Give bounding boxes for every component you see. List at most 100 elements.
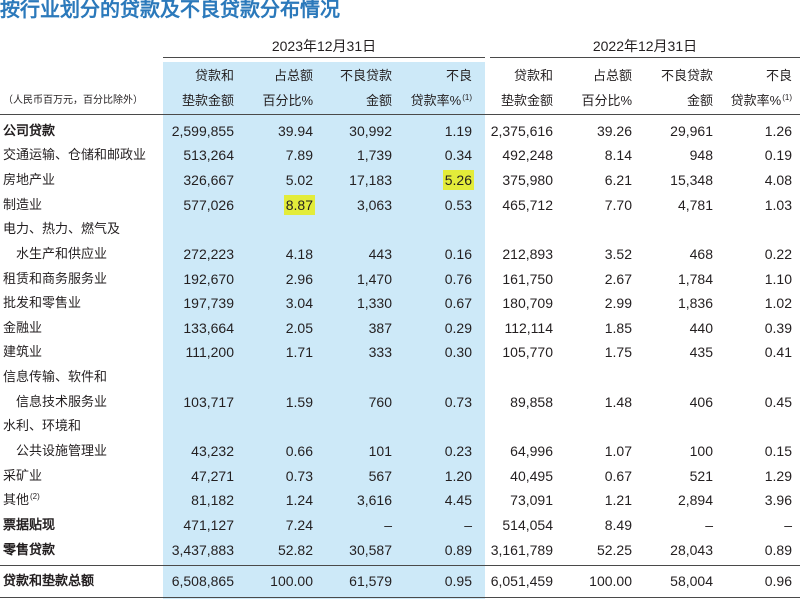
share-pct-2022: 1.07 bbox=[604, 443, 632, 460]
row-label: 租赁和商务服务业 bbox=[3, 270, 108, 286]
page-title: 按行业划分的贷款及不良贷款分布情况 bbox=[0, 0, 340, 21]
row-label: 建筑业 bbox=[3, 344, 43, 360]
loan-amount-2023: 192,670 bbox=[183, 270, 234, 287]
npl-amount-2022: 406 bbox=[689, 393, 713, 410]
total-share-pct-2023: 100.00 bbox=[270, 572, 313, 589]
period-rule-2023 bbox=[163, 57, 485, 58]
loan-amount-2022: 64,996 bbox=[510, 443, 553, 460]
year-2023-column-shading bbox=[163, 62, 485, 599]
npl-ratio-2023: 4.45 bbox=[444, 492, 472, 509]
npl-ratio-2022: 0.89 bbox=[764, 541, 792, 558]
share-pct-2023: 0.66 bbox=[285, 443, 313, 460]
npl-ratio-2022: 0.22 bbox=[764, 245, 792, 262]
npl-ratio-2022: 1.26 bbox=[764, 122, 792, 139]
share-pct-2022: 8.14 bbox=[604, 147, 632, 164]
total-top-rule bbox=[0, 565, 800, 566]
loan-amount-2023: 471,127 bbox=[183, 516, 234, 533]
table-row: 金融业 133,664 2.05 387 0.29 112,114 1.85 4… bbox=[0, 316, 800, 341]
loan-amount-2022: 465,712 bbox=[502, 196, 553, 213]
npl-amount-2022: 29,961 bbox=[670, 122, 713, 139]
table-row: 采矿业 47,271 0.73 567 1.20 40,495 0.67 521… bbox=[0, 464, 800, 489]
col-header-loan-amount-2023-l2: 垫款金额 bbox=[181, 93, 234, 108]
loan-amount-2023: 3,437,883 bbox=[171, 541, 234, 558]
share-pct-2022: 6.21 bbox=[604, 171, 632, 188]
row-label: 公司贷款 bbox=[3, 122, 56, 138]
npl-ratio-2023: 1.19 bbox=[444, 122, 472, 139]
loan-amount-2023: 133,664 bbox=[183, 319, 234, 336]
share-pct-2022: 1.21 bbox=[604, 492, 632, 509]
row-label: 采矿业 bbox=[3, 467, 43, 483]
col-header-npl-amount-2023-l2: 金额 bbox=[365, 93, 392, 108]
total-loan-amount-2023: 6,508,865 bbox=[171, 572, 234, 589]
total-label: 贷款和垫款总额 bbox=[3, 572, 95, 588]
loan-amount-2022: 73,091 bbox=[510, 492, 553, 509]
npl-ratio-2023: 0.30 bbox=[444, 344, 472, 361]
table-row: 公司贷款 2,599,855 39.94 30,992 1.19 2,375,6… bbox=[0, 119, 800, 144]
row-label: 其他(2) bbox=[3, 488, 40, 515]
table-row: 水利、环境和 公共设施管理业 43,232 0.66 101 0.23 64,9… bbox=[0, 414, 800, 463]
npl-amount-2022: 440 bbox=[689, 319, 713, 336]
col-header-share-2023: 占总额 bbox=[273, 68, 313, 83]
npl-ratio-2022: 1.02 bbox=[764, 295, 792, 312]
npl-ratio-2022: 0.45 bbox=[764, 393, 792, 410]
period-rule-2022 bbox=[490, 57, 800, 58]
share-pct-2022: 8.49 bbox=[604, 516, 632, 533]
npl-amount-2023: 760 bbox=[368, 393, 392, 410]
loan-amount-2022: 180,709 bbox=[502, 295, 553, 312]
table-row: 交通运输、仓储和邮政业 513,264 7.89 1,739 0.34 492,… bbox=[0, 143, 800, 168]
row-label-continued: 公共设施管理业 bbox=[16, 443, 108, 459]
table-row: 其他(2) 81,182 1.24 3,616 4.45 73,091 1.21… bbox=[0, 488, 800, 513]
npl-amount-2022: 948 bbox=[689, 147, 713, 164]
period-header-2022: 2022年12月31日 bbox=[592, 38, 698, 54]
total-share-pct-2022: 100.00 bbox=[589, 572, 632, 589]
table-row: 建筑业 111,200 1.71 333 0.30 105,770 1.75 4… bbox=[0, 340, 800, 365]
row-label: 交通运输、仓储和邮政业 bbox=[3, 147, 147, 163]
table-row: 信息传输、软件和 信息技术服务业 103,717 1.59 760 0.73 8… bbox=[0, 365, 800, 414]
loan-amount-2023: 2,599,855 bbox=[171, 122, 234, 139]
loan-amount-2022: 89,858 bbox=[510, 393, 553, 410]
footnote-marker: (1) bbox=[462, 93, 472, 102]
loan-amount-2023: 47,271 bbox=[191, 467, 234, 484]
npl-amount-2022: 435 bbox=[689, 344, 713, 361]
loan-amount-2022: 3,161,789 bbox=[490, 541, 553, 558]
npl-ratio-2023: 5.26 bbox=[442, 168, 474, 193]
npl-ratio-2022: 1.29 bbox=[764, 467, 792, 484]
loan-amount-2022: 112,114 bbox=[504, 319, 553, 336]
npl-amount-2022: 100 bbox=[689, 443, 713, 460]
row-label: 零售贷款 bbox=[3, 541, 56, 557]
total-row: 贷款和垫款总额 6,508,865 100.00 61,579 0.95 6,0… bbox=[0, 569, 800, 594]
loan-amount-2023: 111,200 bbox=[185, 344, 234, 361]
share-pct-2023: 7.89 bbox=[285, 147, 313, 164]
table-row: 租赁和商务服务业 192,670 2.96 1,470 0.76 161,750… bbox=[0, 267, 800, 292]
column-header-line1: 贷款和 占总额 不良贷款 不良 贷款和 占总额 不良贷款 不良 bbox=[0, 67, 800, 85]
npl-amount-2023: 30,992 bbox=[349, 122, 392, 139]
highlighted-value: 8.87 bbox=[283, 194, 315, 215]
share-pct-2023: 52.82 bbox=[277, 541, 313, 558]
period-header-2023: 2023年12月31日 bbox=[271, 38, 377, 54]
share-pct-2022: 1.75 bbox=[604, 344, 632, 361]
table-row: 电力、热力、燃气及 水生产和供应业 272,223 4.18 443 0.16 … bbox=[0, 217, 800, 266]
loan-amount-2023: 577,026 bbox=[183, 196, 234, 213]
row-label: 制造业 bbox=[3, 196, 43, 212]
table-row: 批发和零售业 197,739 3.04 1,330 0.67 180,709 2… bbox=[0, 291, 800, 316]
npl-amount-2023: 567 bbox=[368, 467, 392, 484]
npl-ratio-2022: 1.10 bbox=[764, 270, 792, 287]
npl-amount-2022: 1,784 bbox=[677, 270, 713, 287]
col-header-loan-amount-2022-l2: 垫款金额 bbox=[500, 93, 553, 108]
row-label: 批发和零售业 bbox=[3, 295, 82, 311]
loan-amount-2022: 105,770 bbox=[502, 344, 553, 361]
row-label: 票据贴现 bbox=[3, 516, 56, 532]
npl-ratio-2023: 0.73 bbox=[444, 393, 472, 410]
share-pct-2023: 39.94 bbox=[277, 122, 313, 139]
share-pct-2022: 7.70 bbox=[604, 196, 632, 213]
table-row: 零售贷款 3,437,883 52.82 30,587 0.89 3,161,7… bbox=[0, 538, 800, 563]
col-header-npl-ratio-2023: 不良 bbox=[445, 68, 472, 83]
npl-amount-2022: 2,894 bbox=[677, 492, 713, 509]
npl-amount-2023: 333 bbox=[368, 344, 392, 361]
npl-ratio-2023: 0.53 bbox=[444, 196, 472, 213]
table-row: 票据贴现 471,127 7.24 – – 514,054 8.49 – – bbox=[0, 513, 800, 538]
npl-amount-2023: 1,470 bbox=[356, 270, 392, 287]
npl-amount-2023: 3,616 bbox=[356, 492, 392, 509]
loan-amount-2022: 2,375,616 bbox=[490, 122, 553, 139]
npl-ratio-2022: 1.03 bbox=[764, 196, 792, 213]
